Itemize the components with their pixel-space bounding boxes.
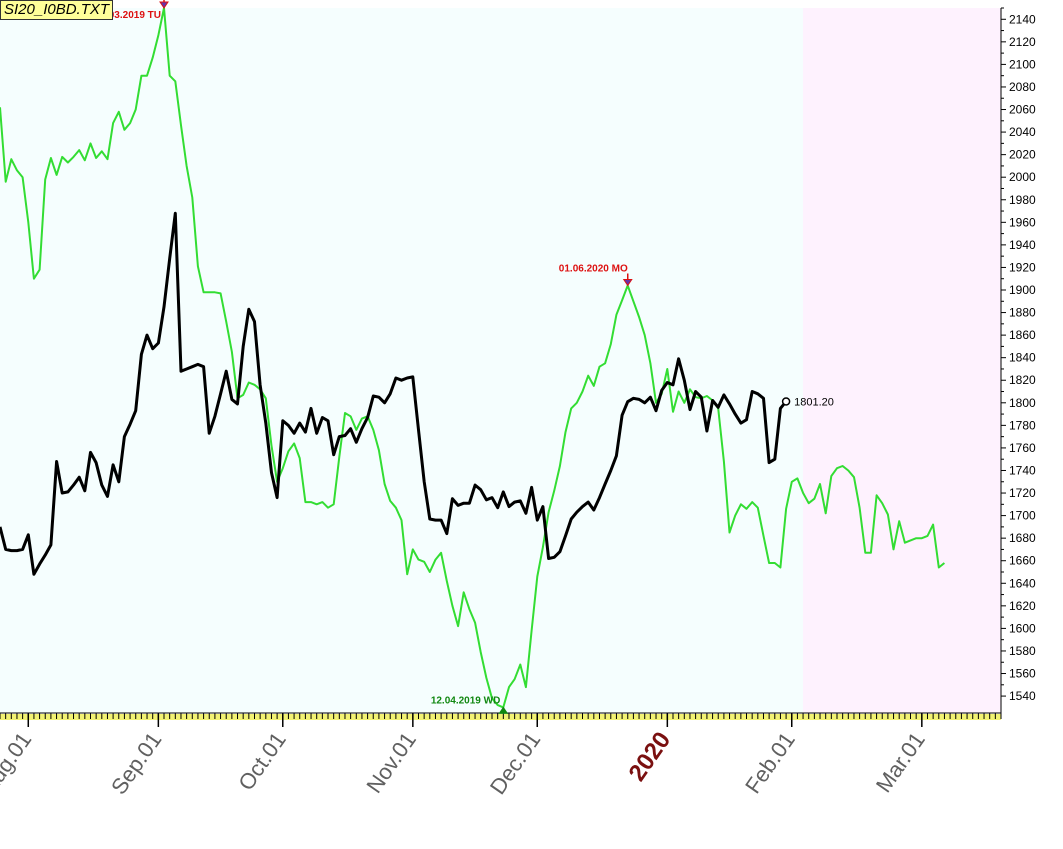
x-tick-label: Dec.01 xyxy=(485,728,545,799)
y-tick-label: 1800 xyxy=(1009,396,1036,410)
y-tick-label: 1840 xyxy=(1009,351,1036,365)
last-value-marker xyxy=(781,397,791,406)
forecast-line xyxy=(0,7,946,709)
y-tick-label: 1820 xyxy=(1009,373,1036,387)
y-tick-label: 1720 xyxy=(1009,486,1036,500)
peak-date-label: 01.06.2020 MO xyxy=(559,263,628,274)
y-tick-label: 1980 xyxy=(1009,193,1036,207)
annotations: 09.03.2019 TU 01.06.2020 MO 12.04.2019 WD 1… xyxy=(95,0,834,714)
file-name-label: SI20_I0BD.TXT xyxy=(0,0,114,20)
y-tick-label: 2100 xyxy=(1009,57,1036,71)
y-tick-label: 2040 xyxy=(1009,125,1036,139)
x-tick-label: Sep.01 xyxy=(106,728,166,799)
series-lines xyxy=(0,7,946,709)
y-tick-label: 1760 xyxy=(1009,441,1036,455)
x-tick-label: Oct.01 xyxy=(233,728,291,795)
y-tick-label: 2060 xyxy=(1009,103,1036,117)
y-tick-label: 1580 xyxy=(1009,644,1036,658)
price-line xyxy=(0,211,788,576)
x-tick-label: 2020 xyxy=(624,727,677,786)
x-tick-label: Aug.01 xyxy=(0,728,36,799)
y-tick-label: 1540 xyxy=(1009,689,1036,703)
y-tick-label: 1680 xyxy=(1009,531,1036,545)
y-tick-label: 1560 xyxy=(1009,667,1036,681)
x-tick-label: Feb.01 xyxy=(740,728,800,798)
peak-marker-icon xyxy=(622,278,633,287)
x-axis-band xyxy=(0,714,1001,720)
y-tick-label: 1640 xyxy=(1009,576,1036,590)
x-tick-label: Mar.01 xyxy=(871,728,930,797)
chart-history-background xyxy=(0,8,804,713)
y-tick-label: 1600 xyxy=(1009,621,1036,635)
y-tick-label: 2000 xyxy=(1009,170,1036,184)
y-tick-label: 2120 xyxy=(1009,35,1036,49)
y-tick-label: 1700 xyxy=(1009,509,1036,523)
x-tick-label: Nov.01 xyxy=(361,728,421,798)
y-tick-label: 1740 xyxy=(1009,463,1036,477)
y-tick-label: 1880 xyxy=(1009,306,1036,320)
y-tick-label: 1900 xyxy=(1009,283,1036,297)
peak-marker-icon xyxy=(159,1,169,9)
y-tick-label: 1960 xyxy=(1009,215,1036,229)
y-tick-label: 1780 xyxy=(1009,418,1036,432)
last-value-label: 1801.20 xyxy=(794,396,834,408)
y-tick-label: 2080 xyxy=(1009,80,1036,94)
y-tick-label: 1860 xyxy=(1009,328,1036,342)
y-tick-label: 2140 xyxy=(1009,12,1036,26)
y-tick-label: 1620 xyxy=(1009,599,1036,613)
y-tick-label: 1940 xyxy=(1009,238,1036,252)
y-tick-label: 2020 xyxy=(1009,148,1036,162)
chart-forecast-background xyxy=(803,8,1001,713)
trough-marker-icon xyxy=(498,706,509,714)
y-tick-label: 1920 xyxy=(1009,260,1036,274)
y-tick-label: 1660 xyxy=(1009,554,1036,568)
peak-date-label: 09.03.2019 TU xyxy=(95,10,161,21)
trough-date-label: 12.04.2019 WD xyxy=(431,695,501,706)
